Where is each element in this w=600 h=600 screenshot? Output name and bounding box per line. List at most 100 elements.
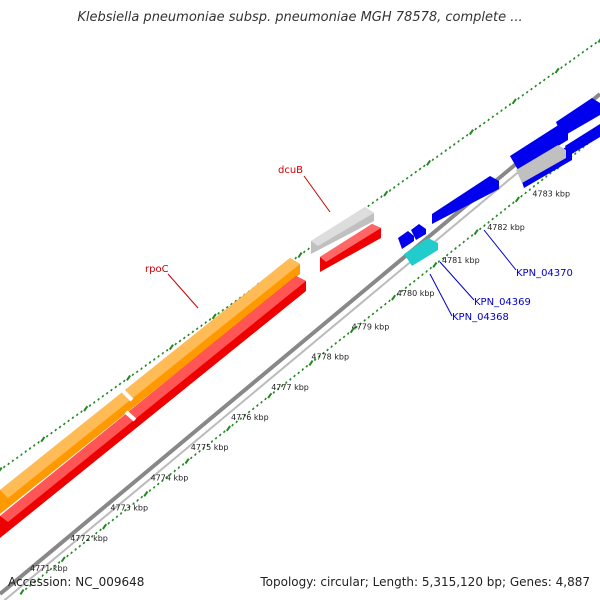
gene-blue-cluster[interactable] bbox=[398, 98, 600, 249]
inner-tick bbox=[408, 283, 412, 286]
inner-tick bbox=[346, 332, 350, 335]
inner-tick bbox=[573, 152, 577, 156]
inner-tick bbox=[437, 260, 441, 263]
gene-rpoC-plus[interactable] bbox=[0, 258, 300, 514]
gene-red-track[interactable] bbox=[0, 224, 381, 538]
inner-tick bbox=[169, 472, 172, 476]
outer-tick bbox=[530, 87, 533, 91]
outer-tick bbox=[547, 75, 550, 79]
gene-label-rpoC[interactable]: rpoC bbox=[145, 264, 169, 275]
outer-tick-track bbox=[0, 38, 600, 472]
inner-tick bbox=[400, 289, 404, 293]
inner-tick bbox=[140, 495, 144, 499]
scale-label: 4773 kbp bbox=[110, 504, 148, 513]
outer-tick bbox=[24, 450, 28, 453]
inner-tick bbox=[412, 279, 416, 283]
gene-label-dcuB[interactable]: dcuB bbox=[278, 165, 303, 176]
inner-tick bbox=[507, 204, 511, 208]
outer-tick bbox=[597, 38, 600, 43]
inner-tick bbox=[165, 476, 168, 479]
outer-tick bbox=[405, 176, 409, 180]
inner-tick bbox=[177, 466, 181, 470]
backbone-shadow bbox=[3, 103, 600, 600]
outer-tick bbox=[221, 308, 225, 312]
outer-tick bbox=[504, 106, 508, 109]
inner-tick bbox=[53, 564, 57, 568]
scale-label: 4777 kbp bbox=[271, 383, 309, 392]
gene-cyan[interactable] bbox=[404, 238, 438, 266]
inner-tick bbox=[466, 237, 470, 241]
inner-tick bbox=[156, 482, 160, 486]
outer-tick bbox=[230, 302, 233, 306]
inner-tick bbox=[24, 587, 28, 591]
inner-tick bbox=[342, 335, 346, 339]
inner-tick bbox=[536, 181, 540, 185]
gene-label-kpn04370[interactable]: KPN_04370 bbox=[516, 268, 573, 279]
inner-tick bbox=[231, 423, 234, 427]
inner-tick bbox=[503, 207, 507, 211]
outer-tick bbox=[440, 152, 443, 156]
inner-tick bbox=[384, 302, 387, 306]
inner-tick bbox=[60, 556, 66, 563]
outer-tick bbox=[50, 431, 53, 435]
inner-tick bbox=[313, 358, 317, 362]
outer-tick bbox=[148, 361, 152, 364]
outer-tick bbox=[217, 311, 220, 315]
outer-tick bbox=[487, 118, 490, 122]
outer-tick bbox=[525, 90, 529, 94]
scale-label: 4783 kbp bbox=[532, 190, 570, 199]
outer-tick bbox=[101, 394, 105, 398]
outer-tick bbox=[118, 382, 122, 386]
outer-tick bbox=[297, 252, 303, 258]
inner-tick bbox=[487, 220, 490, 224]
outer-tick bbox=[521, 93, 525, 97]
inner-tick bbox=[136, 498, 139, 502]
inner-tick bbox=[148, 489, 152, 492]
outer-tick bbox=[478, 124, 482, 128]
inner-tick bbox=[90, 534, 94, 538]
inner-tick bbox=[267, 392, 273, 399]
outer-tick bbox=[397, 182, 400, 186]
outer-tick bbox=[414, 170, 418, 174]
inner-tick bbox=[256, 404, 259, 407]
inner-tick bbox=[524, 191, 527, 195]
outer-tick bbox=[307, 247, 310, 251]
outer-tick bbox=[465, 133, 469, 137]
outer-tick bbox=[422, 164, 426, 168]
outer-tick bbox=[448, 146, 452, 149]
outer-tick bbox=[97, 397, 100, 401]
label-line-dcuB bbox=[303, 175, 331, 213]
label-line-kpn04369 bbox=[439, 261, 475, 301]
outer-tick bbox=[572, 57, 576, 60]
inner-tick bbox=[184, 458, 190, 465]
inner-tick bbox=[86, 538, 90, 542]
outer-tick bbox=[383, 190, 389, 197]
gene-label-kpn04369[interactable]: KPN_04369 bbox=[474, 297, 531, 308]
inner-tick bbox=[247, 410, 251, 414]
inner-tick bbox=[128, 505, 131, 509]
outer-tick bbox=[126, 374, 132, 381]
outer-tick bbox=[431, 158, 435, 162]
scale-label: 4772 kbp bbox=[70, 534, 108, 543]
label-line-kpn04368 bbox=[429, 273, 453, 317]
outer-tick bbox=[577, 53, 580, 57]
outer-tick bbox=[225, 305, 229, 309]
outer-tick bbox=[551, 72, 555, 76]
scale-label: 4776 kbp bbox=[231, 413, 269, 422]
inner-tick bbox=[499, 211, 503, 214]
inner-tick bbox=[132, 502, 135, 506]
inner-tick bbox=[417, 276, 420, 280]
inner-tick bbox=[308, 360, 314, 366]
gene-dcuB-plus[interactable] bbox=[311, 207, 374, 254]
inner-tick bbox=[82, 541, 86, 545]
outer-tick bbox=[375, 198, 379, 202]
scale-label: 4774 kbp bbox=[151, 473, 189, 482]
inner-tick bbox=[289, 377, 292, 381]
inner-tick bbox=[143, 490, 149, 497]
gene-label-kpn04368[interactable]: KPN_04368 bbox=[452, 312, 509, 323]
inner-tick bbox=[264, 397, 267, 401]
inner-tick bbox=[251, 407, 255, 411]
outer-tick bbox=[165, 348, 169, 352]
inner-tick bbox=[33, 580, 36, 584]
